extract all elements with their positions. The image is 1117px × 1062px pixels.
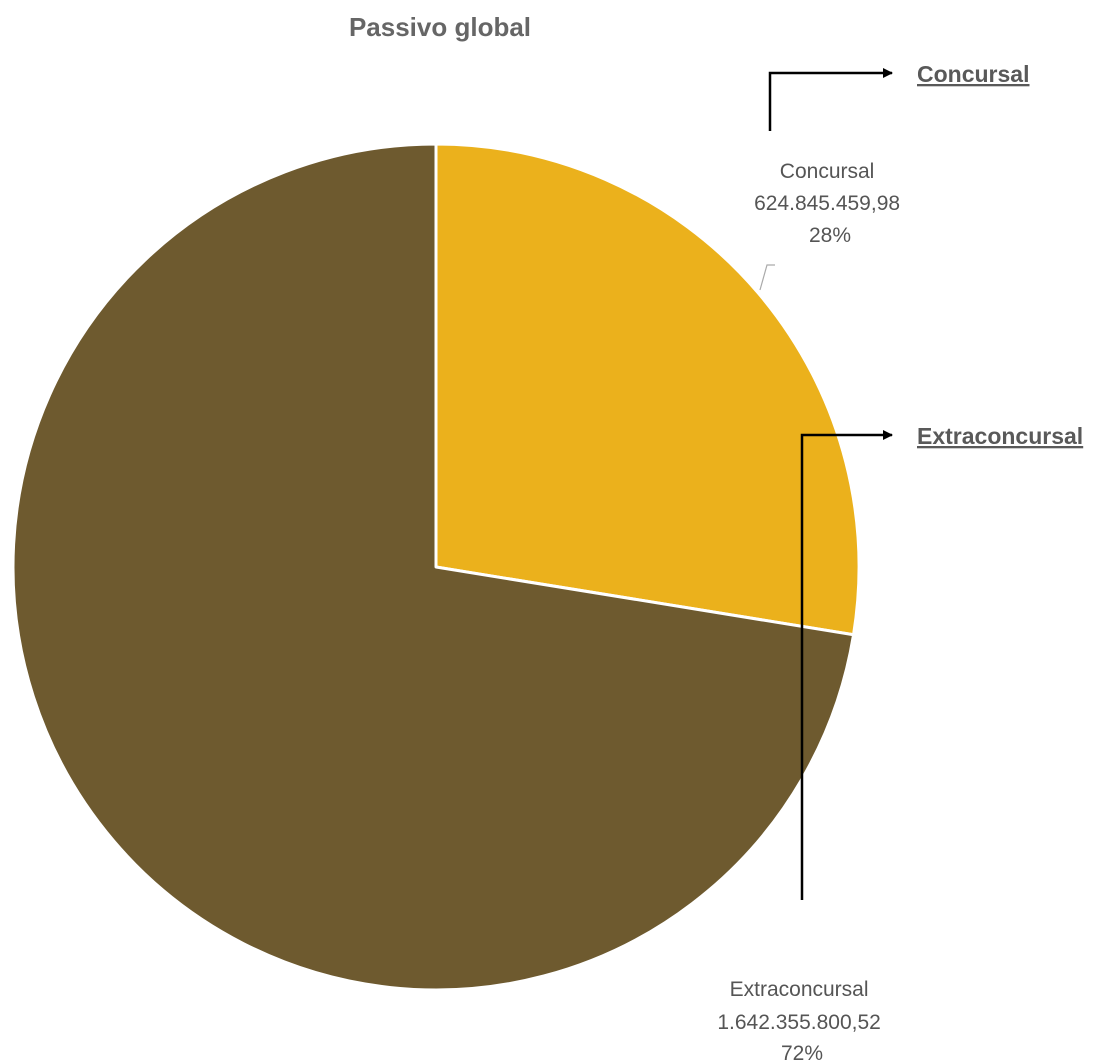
chart-title: Passivo global	[349, 12, 531, 42]
pie-slice-extraconcursal	[11, 142, 856, 992]
leader-line-concursal	[759, 264, 775, 291]
data-label-extraconcursal-value: 1.642.355.800,52	[717, 1011, 881, 1034]
pie-slices	[11, 142, 861, 992]
annotation-label-extraconcursal: Extraconcursal	[917, 423, 1083, 449]
annotation-arrow-concursal	[768, 68, 893, 131]
data-label-concursal-name: Concursal	[780, 160, 875, 183]
data-label-concursal-value: 624.845.459,98	[754, 192, 900, 215]
annotation-arrow-extraconcursal	[800, 430, 893, 900]
data-label-extraconcursal-name: Extraconcursal	[730, 978, 869, 1001]
data-label-concursal-percent: 28%	[809, 224, 851, 247]
annotation-label-concursal: Concursal	[917, 61, 1029, 87]
pie-slice-concursal	[434, 142, 861, 637]
data-label-extraconcursal-percent: 72%	[781, 1042, 823, 1062]
data-label-extraconcursal: Extraconcursal 1.642.355.800,52 72%	[717, 978, 886, 1062]
data-label-concursal: Concursal 624.845.459,98 28%	[754, 160, 906, 247]
